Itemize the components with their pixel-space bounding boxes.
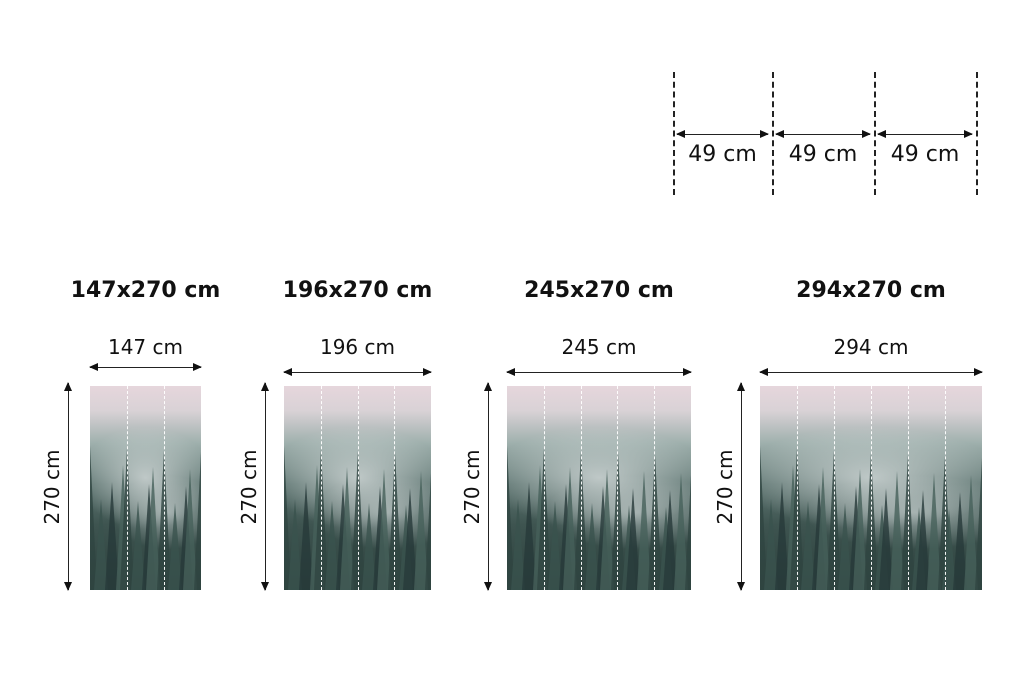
- strip-seam-line: [543, 386, 545, 590]
- forest-wallpaper-preview: [90, 386, 201, 590]
- strip-width-label: 49 cm: [788, 142, 858, 167]
- strip-seam-line: [871, 386, 872, 590]
- width-arrow: [759, 368, 983, 376]
- strip-seam-line: [580, 386, 582, 590]
- size-title: 245x270 cm: [524, 278, 674, 303]
- width-arrow: [283, 368, 432, 376]
- height-label: 270 cm: [237, 449, 261, 525]
- height-arrow: [63, 382, 72, 591]
- width-label: 147 cm: [107, 335, 183, 359]
- strip-seam-line: [797, 386, 798, 590]
- strip-seam-line: [357, 386, 359, 590]
- height-label: 270 cm: [460, 449, 484, 525]
- strip-seam-line: [394, 386, 396, 590]
- strip-seam-line: [945, 386, 946, 590]
- strip-seam-line: [617, 386, 619, 590]
- strip-seam-line: [834, 386, 835, 590]
- strip-boundary-line: [772, 72, 774, 195]
- size-title: 294x270 cm: [796, 278, 946, 303]
- strip-width-arrow: [877, 130, 973, 138]
- size-title: 147x270 cm: [70, 278, 221, 303]
- tree-silhouettes: [760, 446, 982, 590]
- width-arrow: [89, 363, 202, 371]
- strip-seam-line: [127, 386, 128, 590]
- height-arrow: [483, 382, 492, 591]
- height-arrow: [260, 382, 269, 591]
- strip-seam-line: [164, 386, 165, 590]
- width-arrow: [506, 368, 692, 376]
- strip-width-arrow: [676, 130, 769, 138]
- forest-wallpaper-preview: [760, 386, 982, 590]
- strip-seam-line: [908, 386, 909, 590]
- forest-wallpaper-preview: [284, 386, 431, 590]
- strip-seam-line: [654, 386, 656, 590]
- height-arrow: [736, 382, 745, 591]
- strip-seam-line: [320, 386, 322, 590]
- strip-boundary-line: [874, 72, 876, 195]
- strip-boundary-line: [976, 72, 978, 195]
- forest-wallpaper-preview: [507, 386, 691, 590]
- strip-width-label: 49 cm: [890, 142, 960, 167]
- height-label: 270 cm: [713, 449, 737, 525]
- strip-boundary-line: [673, 72, 675, 195]
- strip-width-label: 49 cm: [688, 142, 757, 167]
- width-label: 245 cm: [561, 335, 637, 359]
- height-label: 270 cm: [40, 449, 64, 525]
- width-label: 294 cm: [833, 335, 909, 359]
- tree-silhouettes: [507, 446, 691, 590]
- width-label: 196 cm: [319, 335, 395, 359]
- tree-silhouettes: [90, 446, 201, 590]
- tree-silhouettes: [284, 446, 431, 590]
- strip-width-arrow: [775, 130, 871, 138]
- size-title: 196x270 cm: [282, 278, 433, 303]
